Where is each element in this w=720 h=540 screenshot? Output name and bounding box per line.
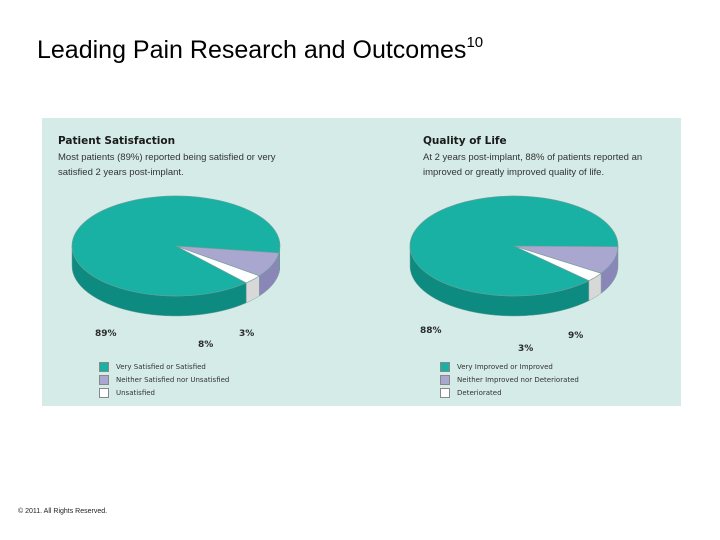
legend-label: Very Satisfied or Satisfied [116, 362, 206, 371]
chart-1-pie [71, 195, 281, 317]
legend-label: Neither Improved nor Deteriorated [457, 375, 579, 384]
chart-1-legend: Very Satisfied or Satisfied Neither Sati… [99, 360, 229, 399]
chart-2-label-2: 3% [518, 344, 534, 354]
legend-swatch [99, 374, 109, 385]
legend-swatch [440, 361, 450, 372]
chart-2-subtitle-line2: improved or greatly improved quality of … [423, 167, 605, 178]
slide-title: Leading Pain Research and Outcomes10 [37, 34, 483, 65]
legend-label: Neither Satisfied nor Unsatisfied [116, 375, 230, 384]
slide-title-superscript: 10 [466, 34, 484, 51]
charts-panel: Patient Satisfaction Most patients (89%)… [42, 118, 681, 406]
chart-2-legend-item-1: Neither Improved nor Deteriorated [440, 373, 579, 386]
legend-label: Very Improved or Improved [457, 362, 553, 371]
legend-swatch [440, 374, 450, 385]
chart-1-subtitle-line1: Most patients (89%) reported being satis… [58, 152, 276, 163]
chart-2-pie [409, 195, 619, 317]
chart-2-subtitle-line1: At 2 years post-implant, 88% of patients… [423, 152, 643, 163]
copyright-footer: © 2011. All Rights Reserved. [18, 508, 108, 515]
chart-1-legend-item-0: Very Satisfied or Satisfied [99, 360, 229, 373]
chart-1-label-1: 8% [198, 340, 214, 350]
chart-1-label-0: 89% [95, 329, 117, 339]
legend-label: Unsatisfied [116, 388, 155, 397]
chart-1-legend-item-2: Unsatisfied [99, 386, 229, 399]
chart-1-title: Patient Satisfaction [58, 135, 176, 147]
legend-swatch [99, 387, 109, 398]
pie-slice-2 [175, 245, 261, 284]
chart-1-subtitle-line2: satisfied 2 years post-implant. [58, 167, 184, 178]
legend-label: Deteriorated [457, 388, 502, 397]
chart-2-legend-item-0: Very Improved or Improved [440, 360, 579, 373]
chart-2-title: Quality of Life [423, 135, 507, 147]
slide-title-text: Leading Pain Research and Outcomes [37, 36, 467, 64]
chart-2-legend-item-2: Deteriorated [440, 386, 579, 399]
chart-1-label-2: 3% [239, 329, 255, 339]
pie-slice-2 [513, 245, 602, 282]
legend-swatch [440, 387, 450, 398]
chart-1-legend-item-1: Neither Satisfied nor Unsatisfied [99, 373, 229, 386]
chart-2-label-0: 88% [420, 326, 442, 336]
legend-swatch [99, 361, 109, 372]
chart-2-label-1: 9% [568, 331, 584, 341]
chart-2-legend: Very Improved or Improved Neither Improv… [440, 360, 579, 399]
